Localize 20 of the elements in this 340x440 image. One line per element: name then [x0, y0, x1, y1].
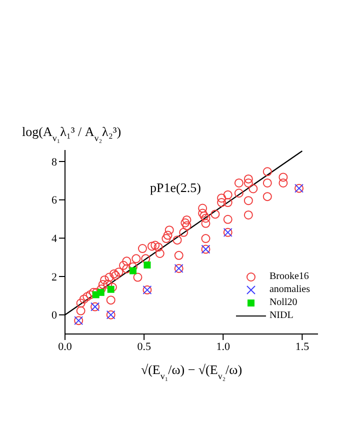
legend-label: Brooke16	[269, 271, 309, 282]
y-tick-label: 4	[52, 233, 58, 246]
legend-label: anomalies	[269, 284, 310, 295]
y-axis-title: log(A$_{v₁}$λ₁³ / A$_{v₂}$λ₂³)	[22, 124, 122, 143]
point	[129, 267, 136, 274]
x-tick-label: 1.0	[216, 340, 230, 353]
text: pP1e(2.5)	[150, 180, 201, 195]
point	[144, 262, 151, 268]
x-axis-title: √(E$_{v₁}$/ω) − √(E$_{v₂}$/ω)	[140, 362, 242, 381]
legend-label: NIDL	[269, 310, 294, 321]
y-tick-label: 6	[52, 194, 58, 207]
y-tick-label: 2	[52, 271, 57, 284]
point	[97, 288, 104, 296]
point	[107, 286, 114, 293]
x-tick-label: 0.0	[58, 340, 72, 353]
x-tick-label: 1.5	[295, 340, 310, 353]
x-tick-label: 0.5	[137, 340, 152, 353]
legend-label: Noll20	[269, 297, 298, 308]
y-tick-label: 0	[52, 310, 58, 322]
y-tick-label: 8	[52, 156, 58, 168]
